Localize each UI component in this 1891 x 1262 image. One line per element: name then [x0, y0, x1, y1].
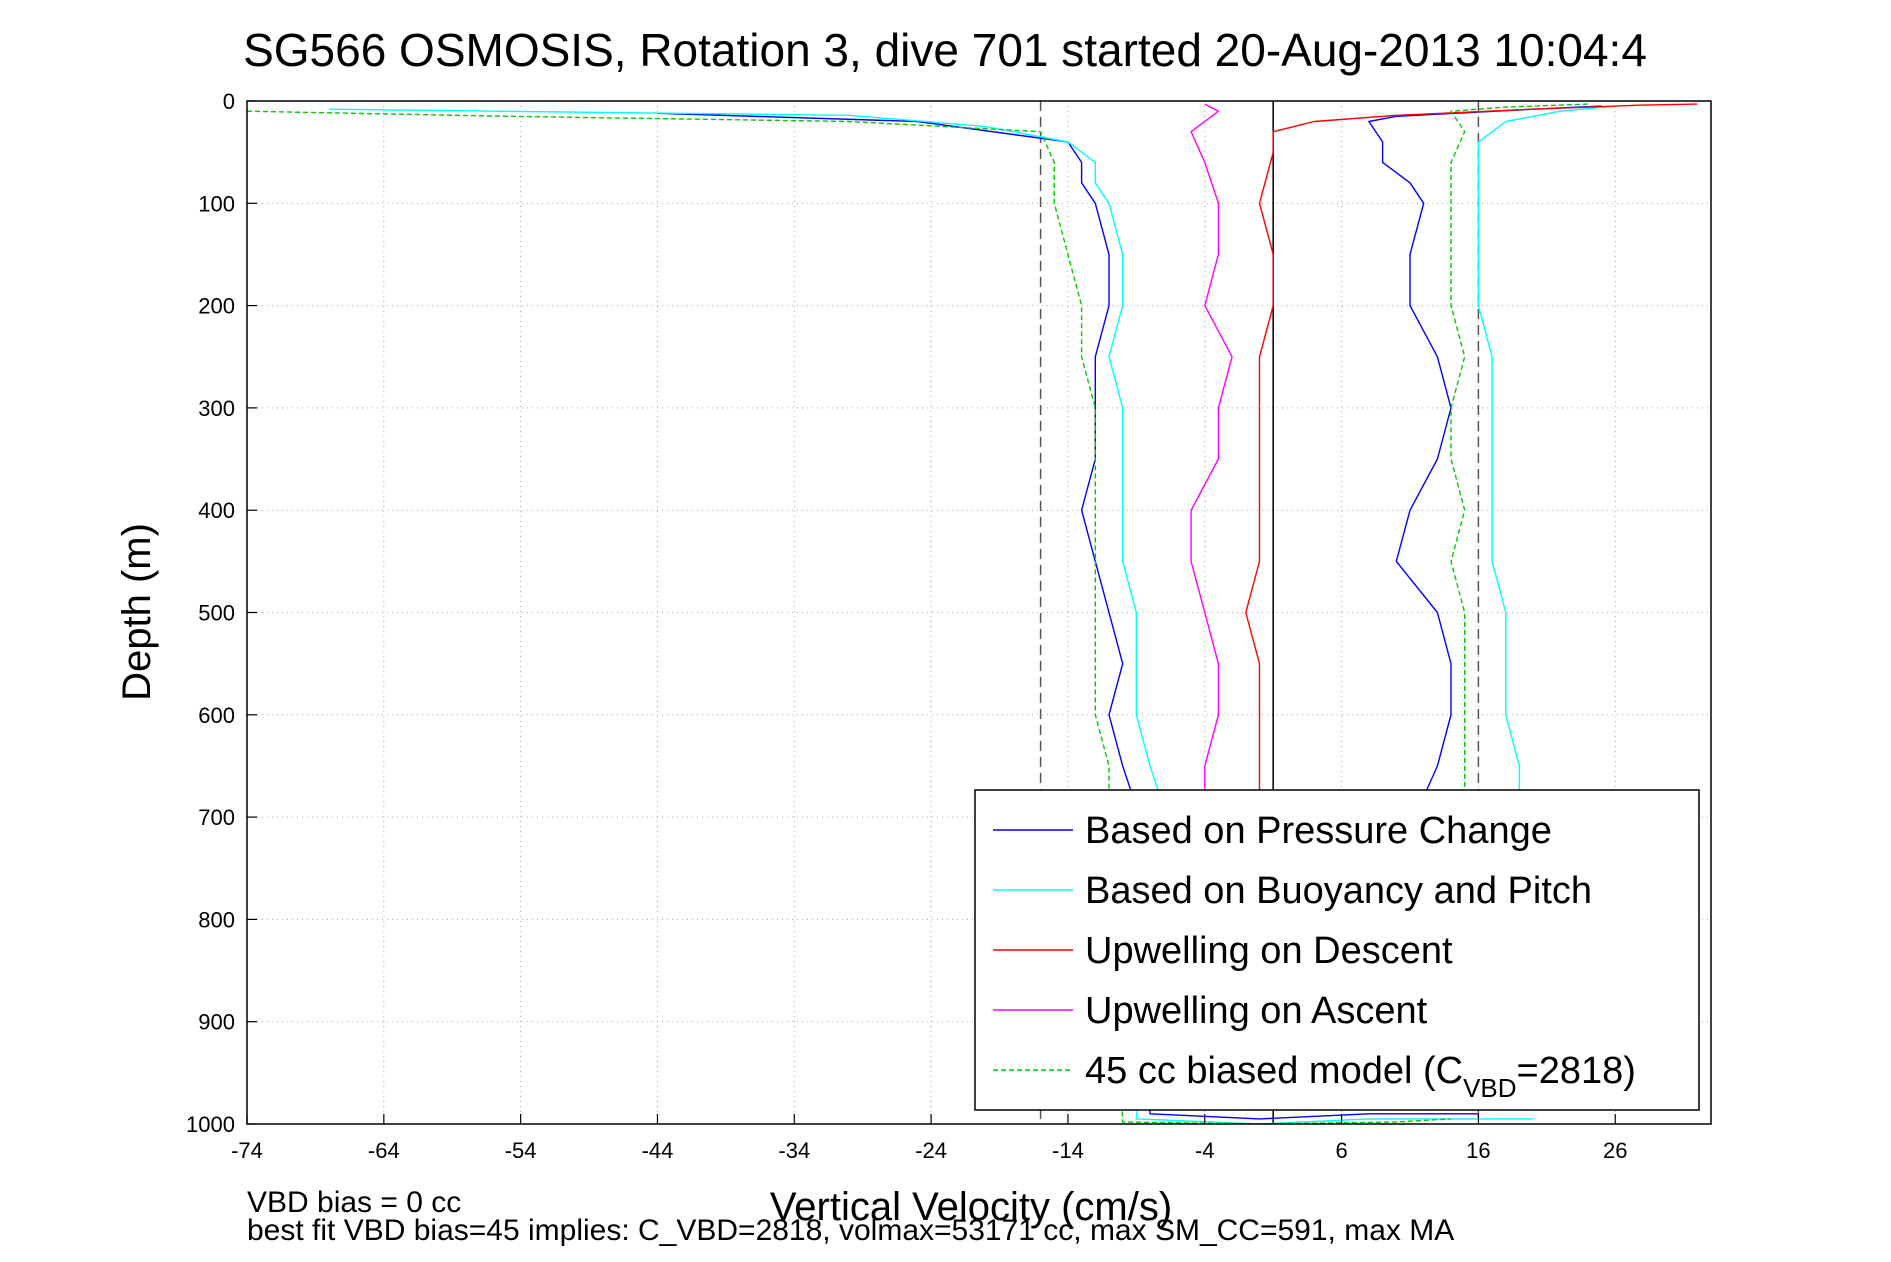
- legend-box: [974, 789, 1700, 1111]
- legend: Based on Pressure Change Based on Buoyanc…: [974, 789, 1700, 1111]
- x-axis-ticks: -74 -64 -54 -44 -34 -24 -14 -4 6 16 26: [231, 1114, 1627, 1163]
- series-ascent: [1190, 103, 1233, 797]
- legend-label-ascent: Upwelling on Ascent: [1085, 990, 1428, 1032]
- vbd-bias-note: VBD bias = 0 cc: [247, 1186, 461, 1219]
- x-tick-label: 16: [1466, 1138, 1490, 1163]
- y-tick-label: 200: [198, 294, 235, 319]
- x-tick-label: -74: [231, 1138, 263, 1163]
- series-model: [1450, 103, 1588, 797]
- series-descent: [1245, 103, 1698, 797]
- y-tick-label: 500: [198, 601, 235, 626]
- series-buoyancy: [1477, 105, 1616, 797]
- series-pressure: [1368, 105, 1602, 797]
- legend-label-pressure: Based on Pressure Change: [1085, 810, 1552, 852]
- y-tick-label: 700: [198, 805, 235, 830]
- x-tick-label: -64: [368, 1138, 400, 1163]
- legend-label-buoyancy: Based on Buoyancy and Pitch: [1085, 870, 1592, 912]
- legend-label-model: 45 cc biased model (CVBD=2818): [1085, 1050, 1636, 1103]
- x-tick-label: 26: [1603, 1138, 1627, 1163]
- y-tick-label: 600: [198, 703, 235, 728]
- y-tick-label: 1000: [186, 1112, 235, 1137]
- y-tick-label: 300: [198, 396, 235, 421]
- y-tick-label: 800: [198, 907, 235, 932]
- y-tick-label: 0: [223, 89, 235, 114]
- x-tick-label: -14: [1052, 1138, 1084, 1163]
- x-tick-label: -44: [642, 1138, 674, 1163]
- x-tick-label: -24: [915, 1138, 947, 1163]
- y-tick-label: 400: [198, 498, 235, 523]
- chart-title: SG566 OSMOSIS, Rotation 3, dive 701 star…: [243, 24, 1647, 76]
- y-tick-label: 100: [198, 191, 235, 216]
- x-axis-label: Vertical Velocity (cm/s): [770, 1185, 1172, 1229]
- y-axis-ticks: 0 100 200 300 400 500 600 700 800 900 1000: [186, 89, 257, 1137]
- y-tick-label: 900: [198, 1010, 235, 1035]
- y-axis-label: Depth (m): [115, 523, 159, 701]
- x-tick-label: -54: [505, 1138, 537, 1163]
- legend-label-descent: Upwelling on Descent: [1085, 930, 1453, 972]
- x-tick-label: 6: [1335, 1138, 1347, 1163]
- x-tick-label: -34: [778, 1138, 810, 1163]
- best-fit-note: best fit VBD bias=45 implies: C_VBD=2818…: [247, 1214, 1454, 1247]
- x-tick-label: -4: [1195, 1138, 1215, 1163]
